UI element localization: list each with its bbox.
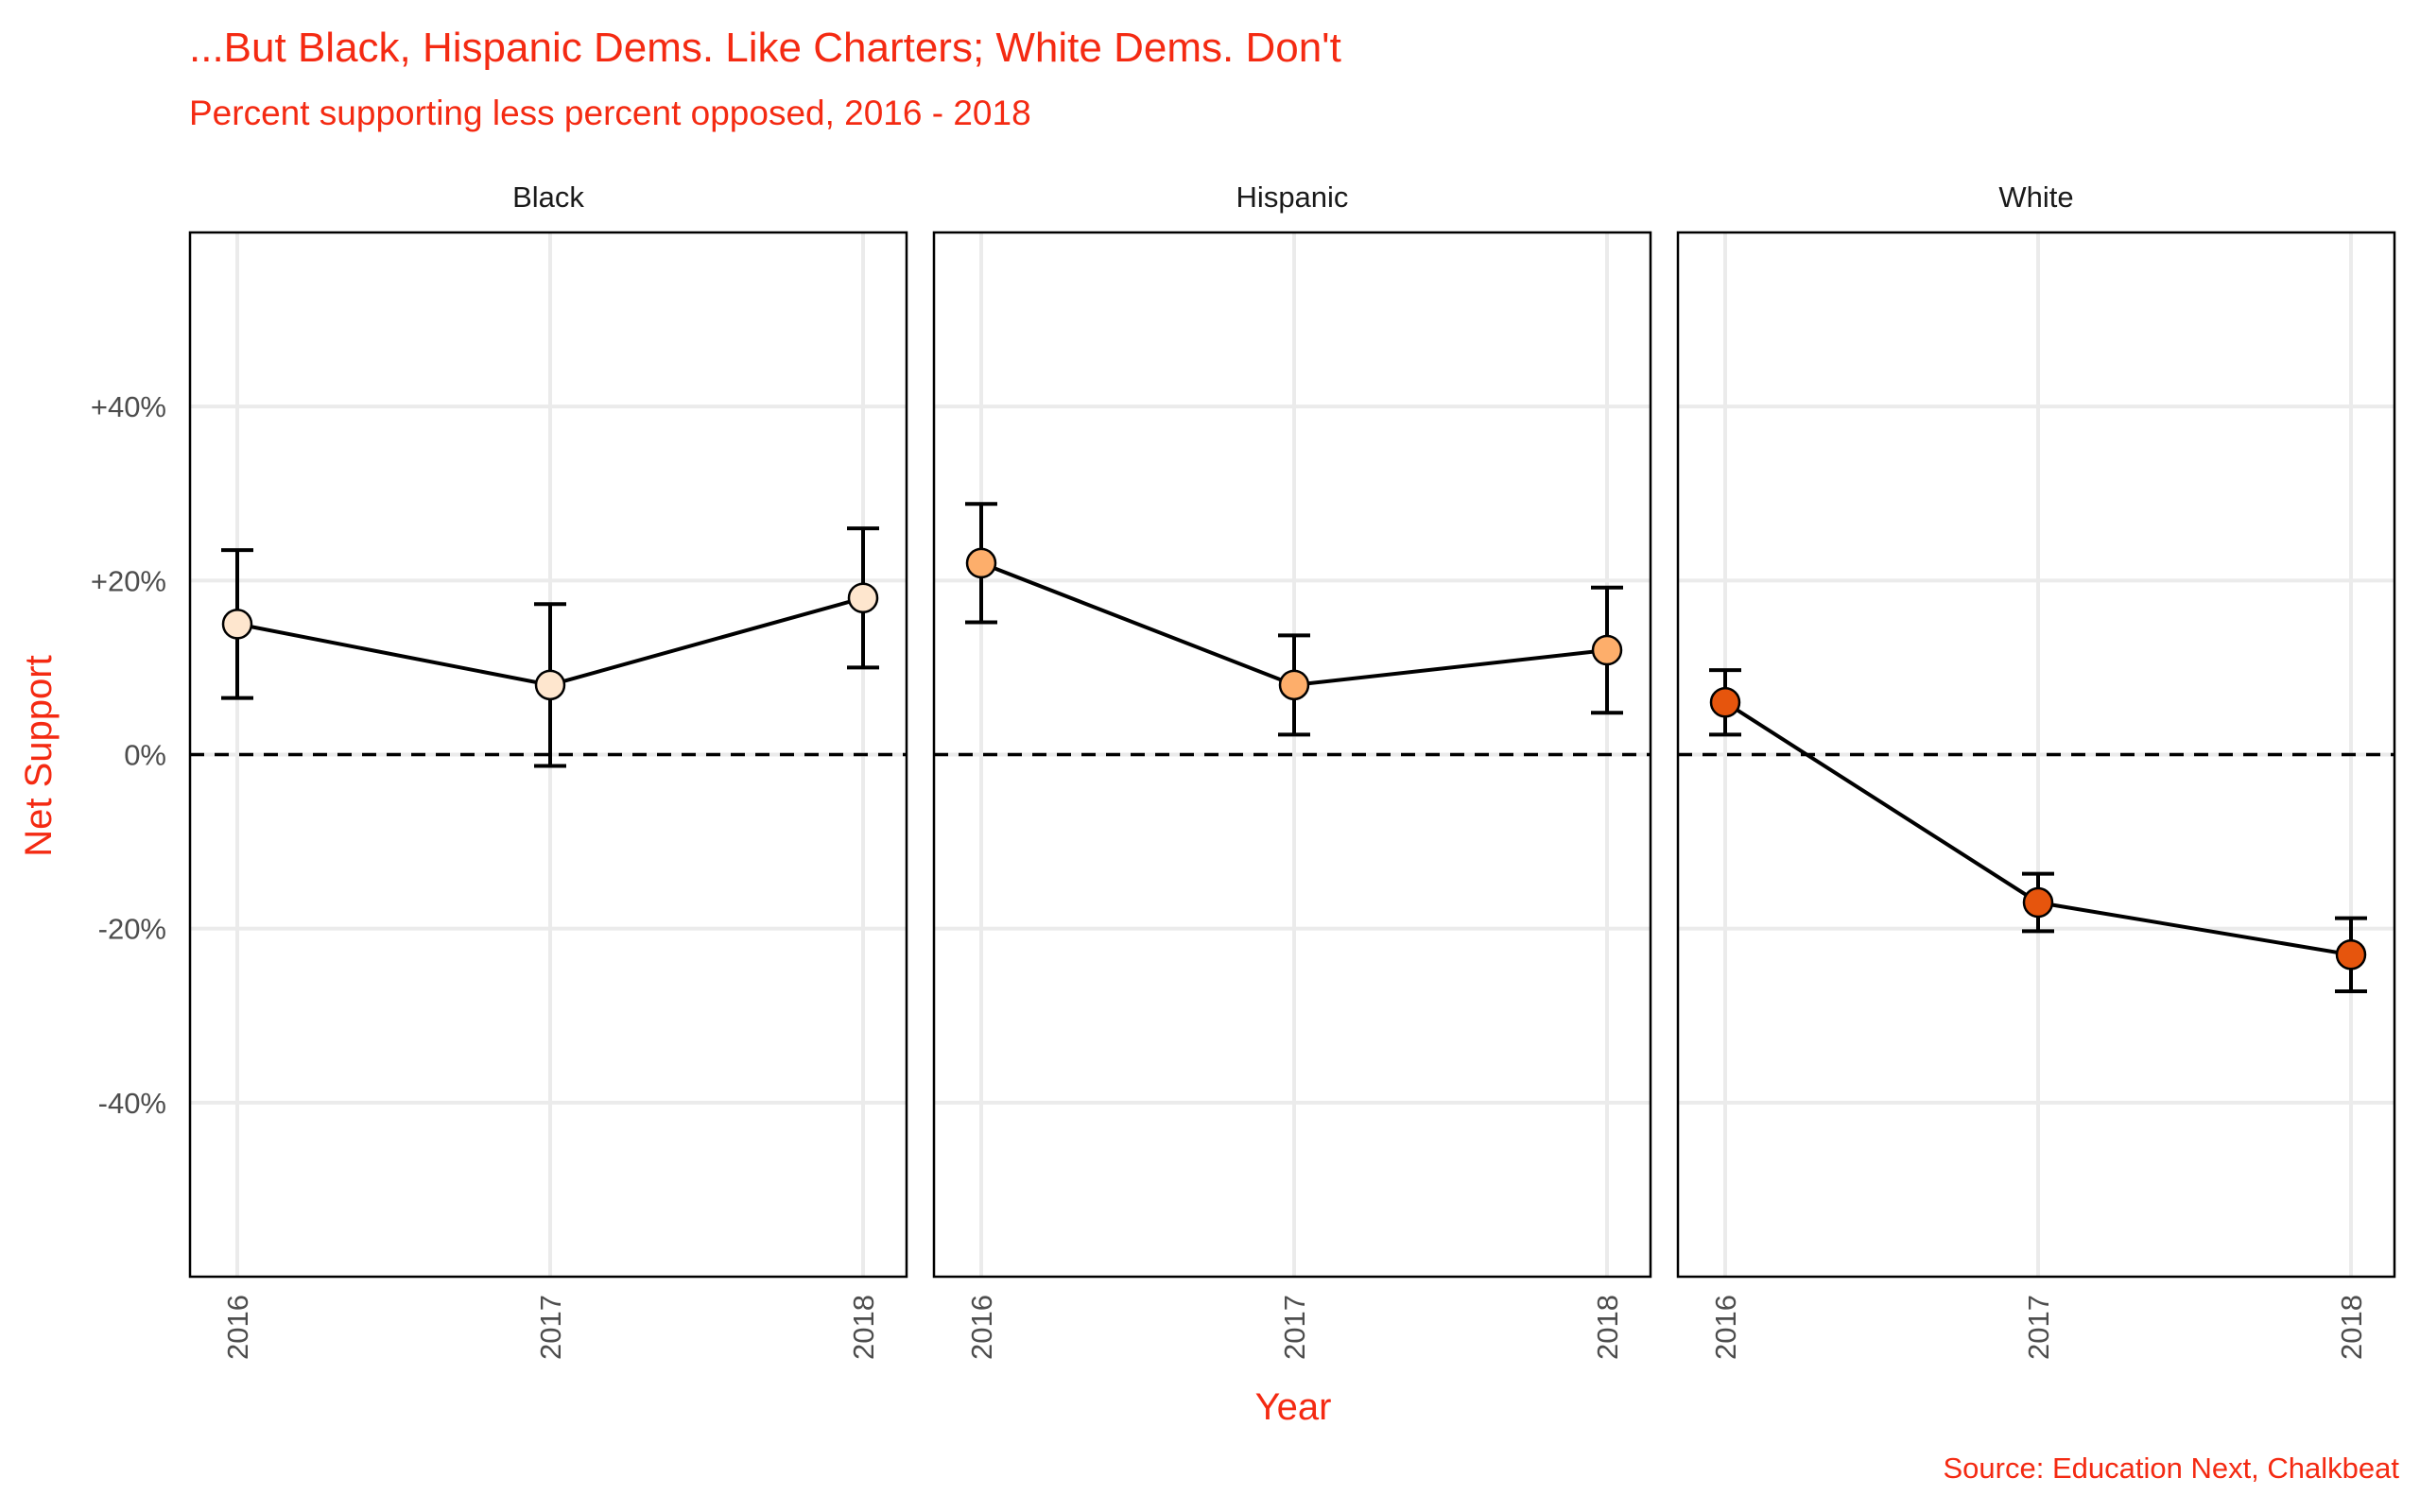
x-tick-label: 2017	[1278, 1295, 1311, 1360]
x-tick-label: 2018	[847, 1295, 880, 1360]
x-tick-label: 2017	[534, 1295, 567, 1360]
y-tick-label: -40%	[98, 1087, 166, 1120]
x-tick-label: 2016	[221, 1295, 254, 1360]
y-axis: -40% -20% 0% +20% +40%	[91, 390, 166, 1120]
y-tick-label: +40%	[91, 390, 166, 423]
panel-black: Black 2016 2017 2018	[188, 180, 908, 1360]
chart-subtitle: Percent supporting less percent opposed,…	[189, 94, 1031, 132]
x-tick-label: 2016	[965, 1295, 998, 1360]
x-axis-title: Year	[1255, 1386, 1332, 1428]
data-point	[965, 547, 997, 579]
y-axis-title: Net Support	[18, 655, 60, 856]
data-point	[221, 609, 253, 640]
panel-hispanic: Hispanic 2016 2017 2018	[932, 180, 1652, 1360]
data-point	[534, 669, 566, 701]
data-point	[1709, 687, 1741, 718]
data-point	[2022, 886, 2054, 919]
panel-white: White 2016 2017 2018	[1676, 180, 2396, 1360]
data-point	[2335, 939, 2367, 971]
data-point	[1278, 669, 1310, 701]
data-point	[847, 582, 879, 613]
facet-label: Black	[512, 180, 584, 214]
y-tick-label: -20%	[98, 913, 166, 946]
data-point	[1591, 634, 1623, 666]
x-tick-label: 2018	[2335, 1295, 2368, 1360]
facet-label: White	[1998, 180, 2073, 214]
y-tick-label: +20%	[91, 564, 166, 597]
chart-title: ...But Black, Hispanic Dems. Like Charte…	[189, 25, 1341, 71]
panel-border	[1676, 231, 2396, 1279]
x-tick-label: 2018	[1591, 1295, 1624, 1360]
x-tick-label: 2016	[1709, 1295, 1742, 1360]
facet-label: Hispanic	[1236, 180, 1349, 214]
x-tick-label: 2017	[2022, 1295, 2055, 1360]
panel-border	[932, 231, 1652, 1279]
y-tick-label: 0%	[124, 739, 166, 772]
panel-border	[188, 231, 908, 1279]
source-caption: Source: Education Next, Chalkbeat	[1944, 1452, 2400, 1485]
